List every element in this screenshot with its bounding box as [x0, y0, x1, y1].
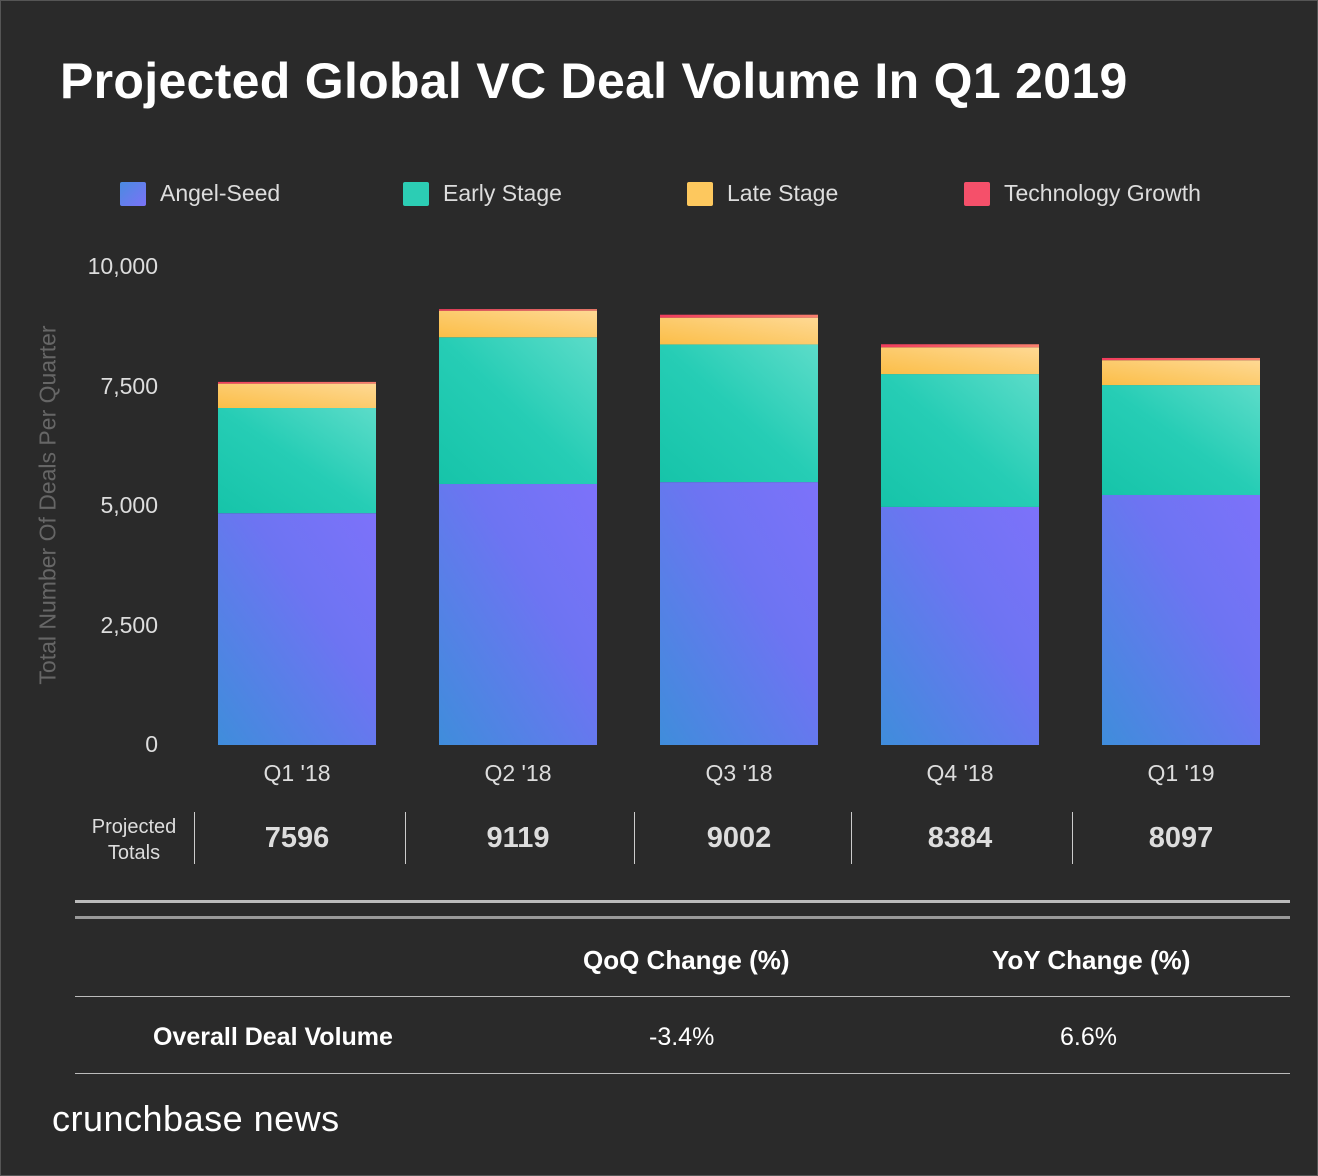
- legend-label: Early Stage: [443, 180, 562, 206]
- divider: [75, 916, 1290, 919]
- bar-late-stage-2: [660, 317, 818, 345]
- bar-technology-growth-1: [439, 309, 597, 311]
- bar-late-stage-4: [1102, 360, 1260, 386]
- x-tick-label: Q4 '18: [926, 760, 994, 786]
- crunchbase-news-logo: crunchbase news: [52, 1098, 340, 1139]
- bar-angel-seed-2: [660, 482, 818, 745]
- bar-technology-growth-2: [660, 314, 818, 318]
- bar-late-stage-3: [881, 347, 1039, 375]
- projected-total-value: 9119: [486, 822, 550, 854]
- bar-early-stage-1: [439, 337, 597, 485]
- bar-early-stage-2: [660, 344, 818, 483]
- legend-label: Technology Growth: [1004, 180, 1201, 206]
- y-tick-label: 2,500: [100, 611, 158, 638]
- x-tick-label: Q3 '18: [705, 760, 773, 786]
- legend-item-angel-seed: Angel-Seed: [120, 180, 280, 207]
- legend-swatch: [120, 181, 146, 206]
- column-separator: [405, 812, 406, 864]
- qoq-value: -3.4%: [649, 1023, 715, 1051]
- divider: [75, 1073, 1290, 1074]
- bar-technology-growth-4: [1102, 357, 1260, 361]
- legend-label: Late Stage: [727, 180, 839, 206]
- y-tick-label: 5,000: [100, 492, 158, 518]
- bar-angel-seed-4: [1102, 495, 1260, 745]
- x-tick-label: Q1 '18: [263, 760, 331, 786]
- legend-swatch: [687, 181, 713, 206]
- chart-title: Projected Global VC Deal Volume In Q1 20…: [60, 53, 1128, 109]
- legend-label: Angel-Seed: [160, 180, 281, 206]
- divider: [75, 996, 1290, 997]
- projected-total-value: 8097: [1148, 822, 1214, 854]
- row-label: Overall Deal Volume: [153, 1023, 393, 1051]
- column-separator: [1072, 812, 1073, 864]
- bar-early-stage-4: [1102, 385, 1260, 496]
- y-tick-label: 0: [145, 731, 158, 757]
- legend-swatch: [403, 181, 429, 206]
- projected-total-value: 9002: [706, 822, 772, 854]
- yoy-value: 6.6%: [1060, 1023, 1117, 1051]
- column-separator: [194, 812, 195, 864]
- legend-swatch: [964, 181, 990, 206]
- legend-item-early-stage: Early Stage: [403, 180, 562, 207]
- column-separator: [634, 812, 635, 864]
- projected-totals-label: Projected Totals: [91, 816, 177, 864]
- bar-angel-seed-1: [439, 484, 597, 745]
- yoy-header: YoY Change (%): [992, 945, 1191, 975]
- bar-late-stage-0: [218, 383, 376, 409]
- y-tick-label: 10,000: [87, 253, 158, 279]
- projected-total-value: 8384: [927, 822, 993, 854]
- column-separator: [851, 812, 852, 864]
- legend-item-late-stage: Late Stage: [687, 180, 838, 207]
- projected-total-value: 7596: [264, 822, 330, 854]
- x-tick-label: Q2 '18: [484, 760, 552, 786]
- bar-technology-growth-0: [218, 381, 376, 384]
- qoq-header: QoQ Change (%): [583, 945, 790, 975]
- bar-early-stage-0: [218, 408, 376, 514]
- bar-late-stage-1: [439, 310, 597, 338]
- bar-angel-seed-3: [881, 506, 1039, 745]
- bar-angel-seed-0: [218, 513, 376, 745]
- bar-early-stage-3: [881, 374, 1039, 507]
- bar-technology-growth-3: [881, 344, 1039, 348]
- divider: [75, 900, 1290, 903]
- y-tick-label: 7,500: [100, 372, 158, 399]
- x-tick-label: Q1 '19: [1147, 760, 1215, 786]
- legend-item-technology-growth: Technology Growth: [964, 180, 1201, 207]
